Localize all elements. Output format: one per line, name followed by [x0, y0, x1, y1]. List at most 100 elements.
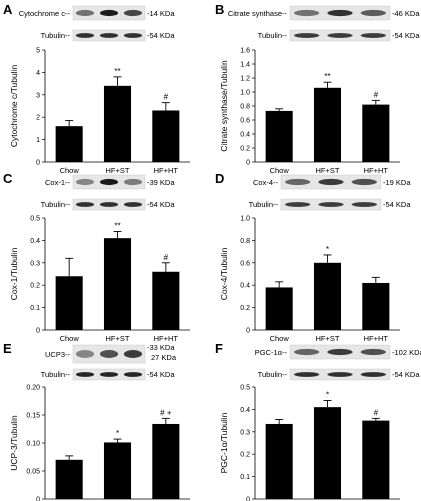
protein-name: Cox-1--: [45, 178, 71, 187]
protein-blot-band: [75, 9, 95, 17]
significance-mark: *: [116, 429, 119, 438]
y-tick-label: 1.0: [240, 216, 250, 223]
significance-mark: *: [326, 245, 329, 254]
significance-mark: **: [324, 72, 330, 81]
loading-kda: -54 KDa: [392, 31, 420, 40]
y-axis-label: Citrate synthase/Tubulin: [219, 60, 229, 152]
bar-chow: [55, 276, 83, 330]
tubulin-blot-band: [99, 372, 119, 377]
protein-blot-band: [75, 178, 95, 186]
y-tick-label: 1.6: [240, 48, 250, 55]
tubulin-blot-band: [75, 372, 95, 377]
protein-name: Citrate synthase--: [228, 9, 288, 18]
loading-kda: -54 KDa: [392, 370, 420, 379]
bar-hf-st: [103, 85, 132, 162]
tubulin-blot-band: [360, 33, 387, 38]
protein-name: Cytochrome c--: [19, 9, 71, 18]
tubulin-blot-band: [294, 33, 320, 38]
category-label: Chow: [270, 334, 290, 343]
protein-blot-band: [99, 350, 119, 358]
protein-blot-band: [294, 9, 320, 17]
y-tick-label: 0.2: [240, 305, 250, 312]
y-tick-label: 0.1: [240, 474, 250, 481]
tubulin-blot-band: [123, 202, 143, 207]
category-label: HF+HT: [364, 166, 389, 175]
y-tick-label: 0.1: [30, 305, 40, 312]
y-axis-label: PGC-1α/Tubulin: [219, 412, 229, 473]
protein-name: Cox-4--: [253, 178, 279, 187]
y-axis-label: UCP-3/Tubulin: [9, 415, 19, 471]
panel-d: D Cox-4-- -19 KDa Tubulin-- -54 KDa 0 0.2 0.4 0.…: [215, 171, 411, 343]
bar-hf-ht: [362, 420, 390, 499]
panel-label: B: [215, 2, 224, 17]
significance-mark: #: [164, 253, 169, 262]
loading-name: Tubulin--: [41, 31, 71, 40]
tubulin-blot-band: [75, 202, 95, 207]
protein-blot-band: [285, 178, 311, 186]
protein-blot-band: [75, 350, 95, 358]
panel-label: D: [215, 171, 224, 186]
loading-name: Tubulin--: [249, 200, 279, 209]
y-tick-label: 0.5: [240, 385, 250, 392]
y-tick-label: 0.2: [30, 283, 40, 290]
significance-mark: # +: [160, 408, 172, 417]
loading-name: Tubulin--: [41, 200, 71, 209]
y-tick-label: 1.2: [240, 76, 250, 83]
bar-hf-st: [313, 407, 342, 499]
y-tick-label: 0: [36, 160, 40, 167]
y-tick-label: 0: [246, 328, 250, 335]
y-tick-label: 0.2: [240, 146, 250, 153]
bar-hf-st: [103, 238, 132, 330]
bar-hf-st: [103, 442, 132, 499]
panel-label: C: [3, 171, 13, 186]
tubulin-blot-band: [123, 33, 143, 38]
category-label: HF+HT: [364, 334, 389, 343]
panel-label: E: [3, 341, 12, 356]
y-tick-label: 0: [246, 160, 250, 167]
y-tick-label: 0.05: [26, 469, 40, 476]
protein-blot-band: [327, 9, 353, 17]
category-label: Chow: [60, 334, 80, 343]
y-tick-label: 3: [36, 92, 40, 99]
loading-name: Tubulin--: [258, 31, 288, 40]
bar-hf-ht: [152, 110, 180, 162]
category-label: HF+ST: [316, 166, 340, 175]
significance-mark: *: [326, 390, 329, 399]
panel-f: F PGC-1α-- -102 KDa Tubulin-- -54 KDa 0 0.1 0.2…: [215, 341, 421, 501]
loading-kda: -54 KDa: [147, 370, 175, 379]
protein-blot-band: [351, 178, 378, 186]
y-tick-label: 0.4: [240, 283, 250, 290]
y-tick-label: 0.8: [240, 104, 250, 111]
y-tick-label: 0.15: [26, 413, 40, 420]
y-tick-label: 0.4: [30, 238, 40, 245]
loading-kda: -54 KDa: [383, 200, 411, 209]
protein-blot-band: [360, 9, 387, 17]
category-label: HF+ST: [106, 166, 130, 175]
protein-kda: -39 KDa: [147, 178, 175, 187]
significance-mark: **: [114, 221, 120, 230]
bar-hf-ht: [152, 423, 180, 499]
bar-hf-ht: [362, 104, 390, 162]
panel-label: A: [3, 2, 13, 17]
y-tick-label: 0.4: [240, 132, 250, 139]
tubulin-blot-band: [99, 202, 119, 207]
bar-hf-st: [313, 87, 342, 162]
y-axis-label: Cox-1/Tubulin: [9, 247, 19, 300]
y-axis-label: Cytochrome c/Tubulin: [9, 65, 19, 148]
category-label: HF+HT: [154, 334, 179, 343]
protein-kda-2: 27 KDa: [151, 353, 177, 362]
tubulin-blot-band: [327, 372, 353, 377]
y-tick-label: 0: [36, 497, 40, 501]
loading-kda: -54 KDa: [147, 31, 175, 40]
panel-c: C Cox-1-- -39 KDa Tubulin-- -54 KDa 0 0.1 0.2 0.…: [3, 171, 190, 343]
y-tick-label: 0.2: [240, 452, 250, 459]
bar-chow: [265, 423, 293, 499]
category-label: HF+ST: [316, 334, 340, 343]
tubulin-blot-band: [75, 33, 95, 38]
y-tick-label: 0.3: [240, 429, 250, 436]
y-tick-label: 1.4: [240, 62, 250, 69]
tubulin-blot-band: [294, 372, 320, 377]
loading-name: Tubulin--: [41, 370, 71, 379]
